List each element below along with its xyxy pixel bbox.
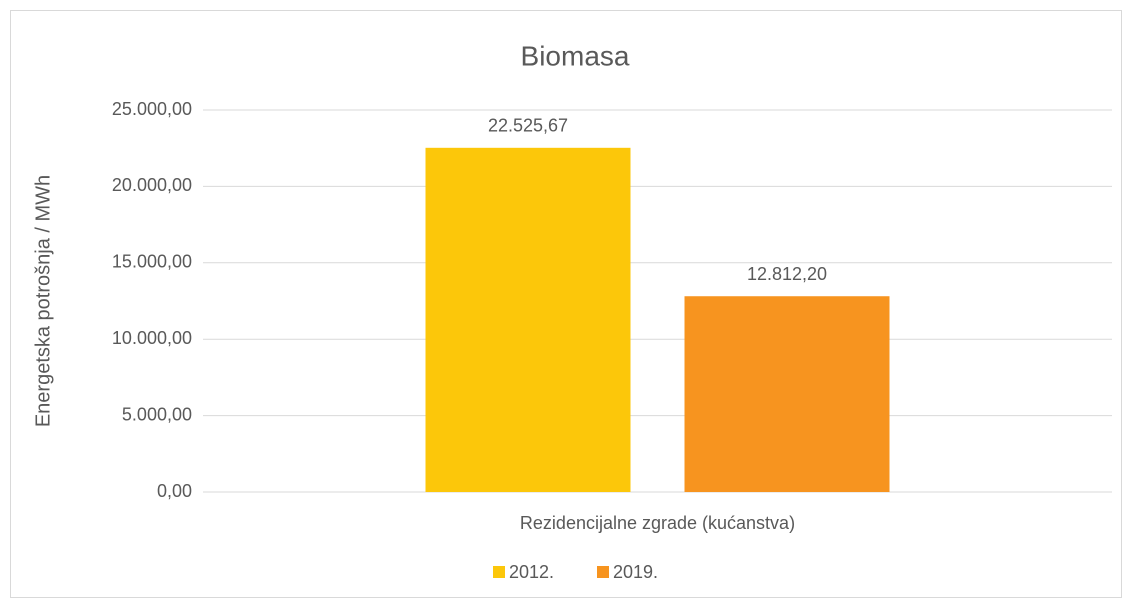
- bar: [684, 296, 890, 492]
- legend-label: 2019.: [613, 562, 658, 582]
- legend-swatch: [493, 566, 505, 578]
- y-tick-label: 5.000,00: [122, 404, 192, 424]
- bar: [425, 147, 631, 492]
- chart-title: Biomasa: [521, 40, 630, 71]
- y-tick-label: 15.000,00: [112, 252, 192, 272]
- data-label: 22.525,67: [488, 116, 568, 136]
- y-axis-label: Energetska potrošnja / MWh: [32, 175, 54, 427]
- y-tick-label: 10.000,00: [112, 328, 192, 348]
- legend-swatch: [597, 566, 609, 578]
- data-label: 12.812,20: [747, 264, 827, 284]
- y-tick-label: 25.000,00: [112, 99, 192, 119]
- y-tick-label: 0,00: [157, 481, 192, 501]
- legend-label: 2012.: [509, 562, 554, 582]
- y-tick-label: 20.000,00: [112, 175, 192, 195]
- x-tick-label: Rezidencijalne zgrade (kućanstva): [520, 513, 795, 533]
